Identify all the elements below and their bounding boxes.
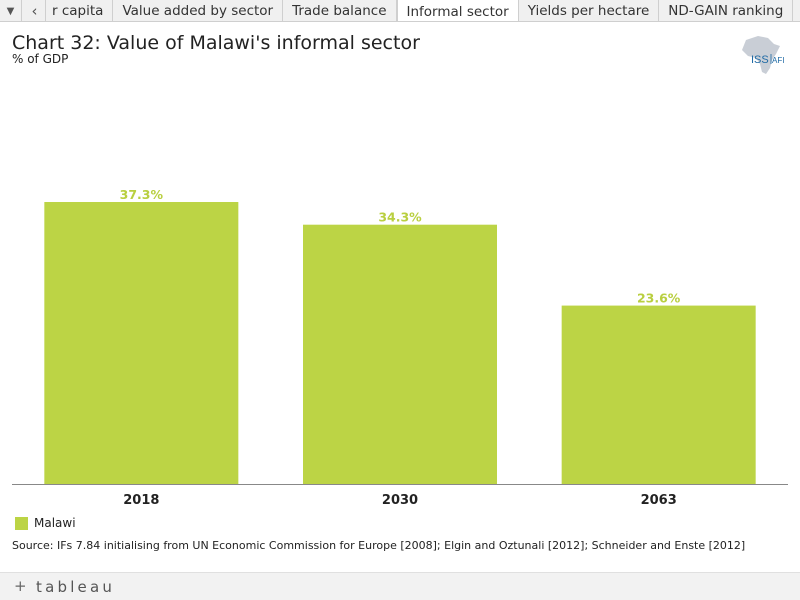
- page-subtitle: % of GDP: [12, 52, 69, 66]
- logo-text-primary: ISS: [751, 54, 769, 66]
- tab-list: r capita Value added by sector Trade balan…: [48, 0, 800, 21]
- tab-scroll-left-button[interactable]: ‹: [24, 0, 46, 21]
- data-label-2063: 23.6%: [637, 291, 681, 306]
- bar-chart: 37.3% 2018 34.3% 2030 23.6% 2063: [12, 187, 788, 508]
- bar-2063[interactable]: [561, 305, 756, 484]
- legend-swatch[interactable]: [15, 516, 28, 530]
- tab-r-capita[interactable]: r capita: [48, 0, 114, 21]
- legend-label[interactable]: Malawi: [34, 516, 76, 530]
- data-label-2018: 37.3%: [120, 187, 164, 202]
- x-tick-2063: 2063: [641, 493, 677, 508]
- tableau-logo-icon[interactable]: +: [14, 577, 27, 595]
- africa-map-icon: [742, 36, 780, 74]
- data-label-2030: 34.3%: [378, 210, 422, 225]
- tab-menu-button[interactable]: ▼: [0, 0, 22, 21]
- page-title: Chart 32: Value of Malawi's informal sec…: [12, 32, 420, 54]
- logo-text-secondary: AFI: [772, 56, 784, 65]
- tableau-link[interactable]: tableau: [36, 578, 116, 596]
- iss-afi-logo: ISS AFI: [742, 36, 784, 74]
- source-note: Source: IFs 7.84 initialising from UN Ec…: [12, 539, 746, 552]
- bar-2030[interactable]: [303, 224, 497, 484]
- x-tick-2030: 2030: [382, 493, 418, 508]
- tab-informal-sector[interactable]: Informal sector: [396, 0, 519, 21]
- footer-toolbar: + tableau: [0, 572, 800, 600]
- tab-strip: ▼ ‹ r capita Value added by sector Trade b…: [0, 0, 800, 22]
- caret-down-icon: ▼: [6, 5, 15, 17]
- tab-nd-gain-ranking[interactable]: ND-GAIN ranking: [659, 0, 794, 21]
- tab-yields-per-hectare[interactable]: Yields per hectare: [518, 0, 660, 21]
- x-tick-2018: 2018: [123, 493, 159, 508]
- tab-value-added-by-sector[interactable]: Value added by sector: [113, 0, 284, 21]
- tab-trade-balance[interactable]: Trade balance: [283, 0, 397, 21]
- legend: Malawi: [15, 516, 76, 530]
- tab-agri-pro[interactable]: Agri pro: [793, 0, 800, 21]
- chevron-left-icon: ‹: [31, 2, 38, 20]
- bar-2018[interactable]: [44, 202, 239, 484]
